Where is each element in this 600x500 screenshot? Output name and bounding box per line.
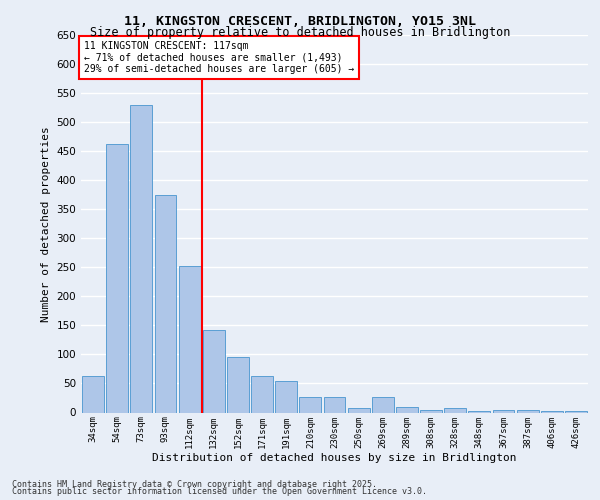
Bar [323, 397, 346, 412]
Text: Size of property relative to detached houses in Bridlington: Size of property relative to detached ho… [90, 26, 510, 39]
Bar [541, 411, 563, 412]
Bar [179, 266, 200, 412]
Bar [106, 144, 128, 412]
Bar [372, 397, 394, 412]
Bar [155, 194, 176, 412]
Bar [565, 411, 587, 412]
Bar [227, 358, 249, 412]
Bar [420, 410, 442, 412]
Bar [493, 410, 514, 412]
Bar [299, 397, 321, 412]
X-axis label: Distribution of detached houses by size in Bridlington: Distribution of detached houses by size … [152, 453, 517, 463]
Bar [82, 376, 104, 412]
Bar [130, 104, 152, 412]
Text: 11, KINGSTON CRESCENT, BRIDLINGTON, YO15 3NL: 11, KINGSTON CRESCENT, BRIDLINGTON, YO15… [124, 15, 476, 28]
Text: Contains HM Land Registry data © Crown copyright and database right 2025.: Contains HM Land Registry data © Crown c… [12, 480, 377, 489]
Bar [445, 408, 466, 412]
Bar [203, 330, 224, 412]
Bar [251, 376, 273, 412]
Bar [396, 406, 418, 412]
Bar [348, 408, 370, 412]
Y-axis label: Number of detached properties: Number of detached properties [41, 126, 51, 322]
Bar [517, 410, 539, 412]
Text: 11 KINGSTON CRESCENT: 117sqm
← 71% of detached houses are smaller (1,493)
29% of: 11 KINGSTON CRESCENT: 117sqm ← 71% of de… [83, 40, 354, 74]
Text: Contains public sector information licensed under the Open Government Licence v3: Contains public sector information licen… [12, 487, 427, 496]
Bar [275, 380, 297, 412]
